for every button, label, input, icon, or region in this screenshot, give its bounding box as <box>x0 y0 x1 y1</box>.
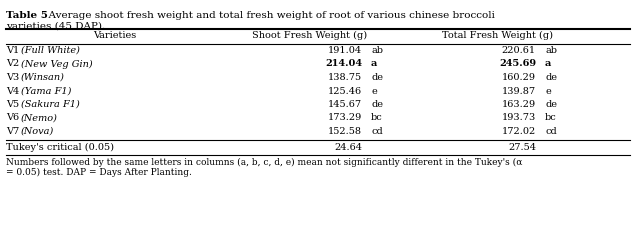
Text: (New Veg Gin): (New Veg Gin) <box>21 60 93 69</box>
Text: 24.64: 24.64 <box>334 143 362 151</box>
Text: de: de <box>545 73 557 82</box>
Text: Shoot Fresh Weight (g): Shoot Fresh Weight (g) <box>252 31 368 40</box>
Text: V7: V7 <box>6 127 22 136</box>
Text: 152.58: 152.58 <box>328 127 362 136</box>
Text: Numbers followed by the same letters in columns (a, b, c, d, e) mean not signifi: Numbers followed by the same letters in … <box>6 157 522 167</box>
Text: ab: ab <box>545 46 557 55</box>
Text: de: de <box>545 100 557 109</box>
Text: V5: V5 <box>6 100 22 109</box>
Text: V4: V4 <box>6 86 22 96</box>
Text: ab: ab <box>371 46 383 55</box>
Text: cd: cd <box>545 127 556 136</box>
Text: Tukey's critical (0.05): Tukey's critical (0.05) <box>6 143 114 152</box>
Text: a: a <box>371 60 377 68</box>
Text: V2: V2 <box>6 60 22 68</box>
Text: Varieties: Varieties <box>93 31 137 40</box>
Text: (Winsan): (Winsan) <box>21 73 65 82</box>
Text: 245.69: 245.69 <box>499 60 536 68</box>
Text: 27.54: 27.54 <box>508 143 536 151</box>
Text: (Nova): (Nova) <box>21 127 54 136</box>
Text: 163.29: 163.29 <box>502 100 536 109</box>
Text: 138.75: 138.75 <box>328 73 362 82</box>
Text: bc: bc <box>371 114 383 122</box>
Text: . Average shoot fresh weight and total fresh weight of root of various chinese b: . Average shoot fresh weight and total f… <box>42 11 495 20</box>
Text: V1: V1 <box>6 46 22 55</box>
Text: (Full White): (Full White) <box>21 46 80 55</box>
Text: 220.61: 220.61 <box>502 46 536 55</box>
Text: varieties (45 DAP).: varieties (45 DAP). <box>6 22 105 31</box>
Text: bc: bc <box>545 114 556 122</box>
Text: cd: cd <box>371 127 383 136</box>
Text: e: e <box>371 86 377 96</box>
Text: a: a <box>545 60 551 68</box>
Text: (Sakura F1): (Sakura F1) <box>21 100 80 109</box>
Text: V6: V6 <box>6 114 22 122</box>
Text: 214.04: 214.04 <box>325 60 362 68</box>
Text: e: e <box>545 86 551 96</box>
Text: 139.87: 139.87 <box>502 86 536 96</box>
Text: V3: V3 <box>6 73 22 82</box>
Text: 193.73: 193.73 <box>502 114 536 122</box>
Text: de: de <box>371 73 383 82</box>
Text: de: de <box>371 100 383 109</box>
Text: 172.02: 172.02 <box>502 127 536 136</box>
Text: Table 5: Table 5 <box>6 11 48 20</box>
Text: Total Fresh Weight (g): Total Fresh Weight (g) <box>443 31 553 40</box>
Text: 125.46: 125.46 <box>328 86 362 96</box>
Text: 173.29: 173.29 <box>328 114 362 122</box>
Text: (Yama F1): (Yama F1) <box>21 86 71 96</box>
Text: 145.67: 145.67 <box>328 100 362 109</box>
Text: 160.29: 160.29 <box>502 73 536 82</box>
Text: (Nemo): (Nemo) <box>21 114 58 122</box>
Text: 191.04: 191.04 <box>328 46 362 55</box>
Text: = 0.05) test. DAP = Days After Planting.: = 0.05) test. DAP = Days After Planting. <box>6 168 192 177</box>
